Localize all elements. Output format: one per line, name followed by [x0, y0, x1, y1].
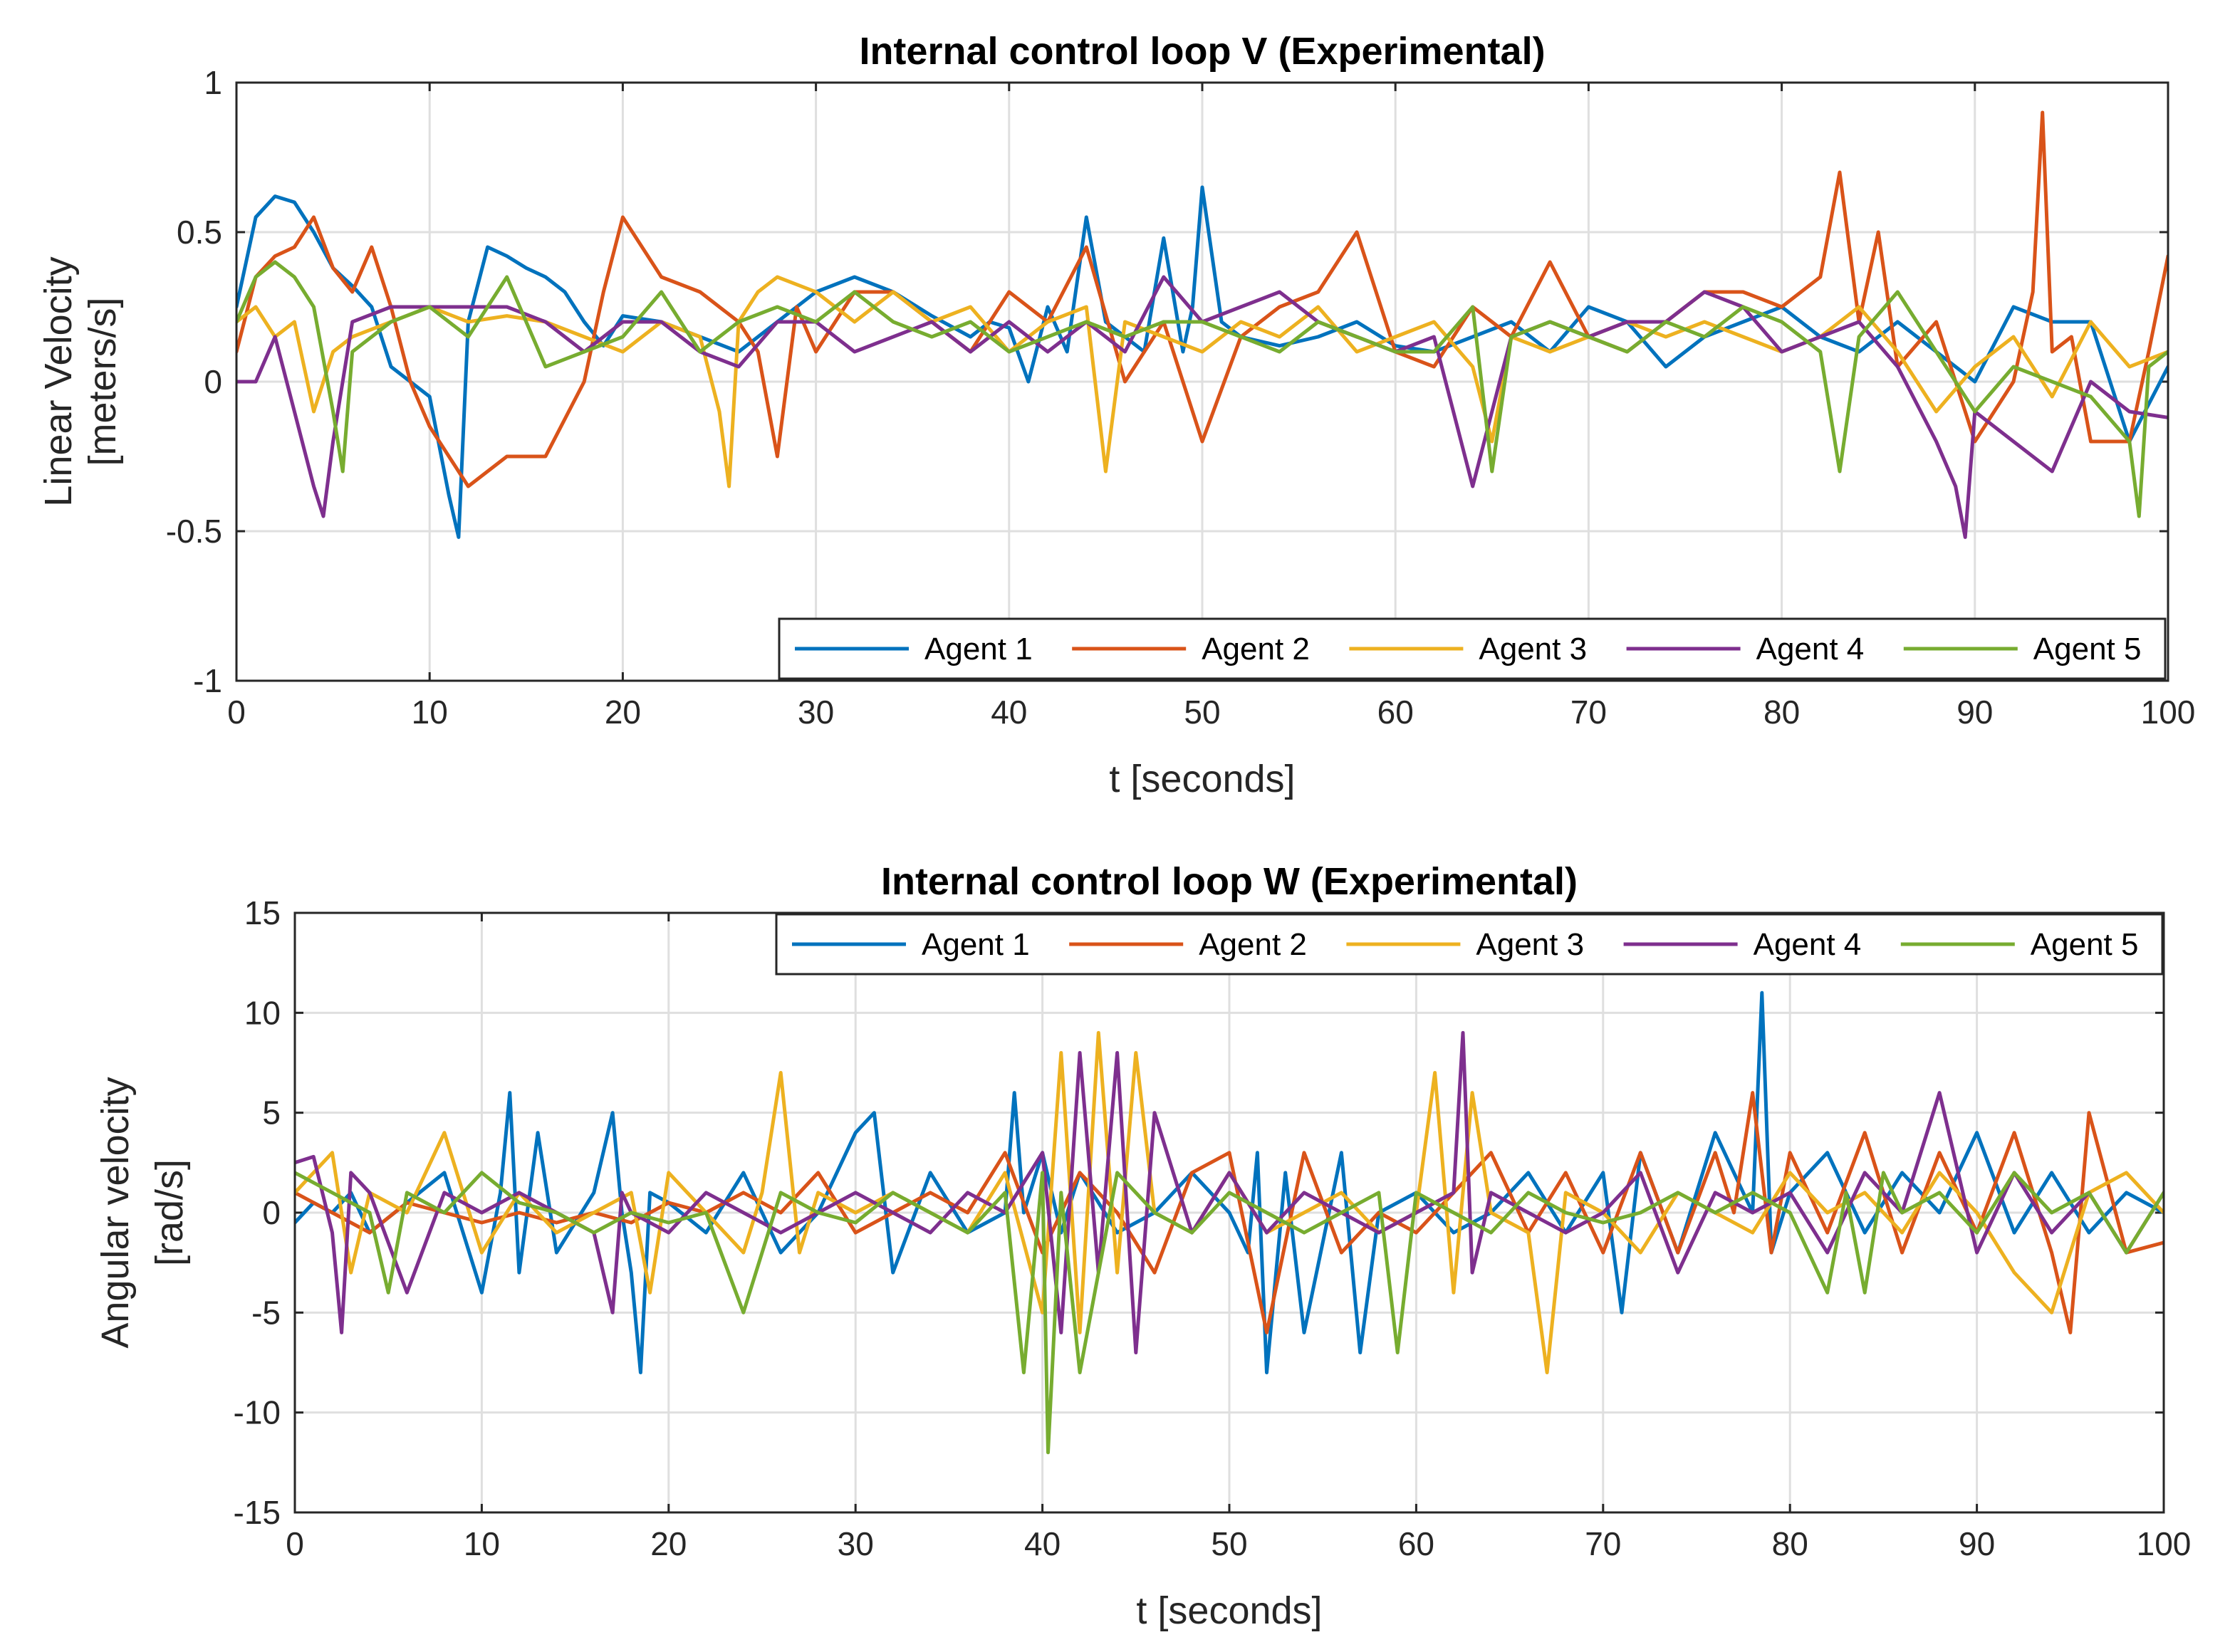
- legend-label-agent-5: Agent 5: [2033, 632, 2142, 666]
- legend-label-agent-2: Agent 2: [1199, 927, 1307, 962]
- y-tick-label: -10: [234, 1394, 281, 1431]
- y-tick-label: 15: [244, 894, 281, 931]
- x-tick-label: 60: [1377, 694, 1414, 731]
- x-axis-label: t [seconds]: [1136, 1589, 1322, 1632]
- y-tick-label: 0.5: [177, 214, 222, 251]
- x-tick-label: 100: [2141, 694, 2196, 731]
- x-tick-label: 40: [1024, 1525, 1061, 1562]
- y-tick-label: 0: [262, 1194, 281, 1231]
- y-axis-label-line-2: [meters/s]: [81, 297, 124, 466]
- y-tick-label: 1: [204, 64, 222, 101]
- series-group: [236, 110, 2168, 539]
- series-line-agent-5: [236, 260, 2168, 518]
- y-tick-label: -15: [234, 1494, 281, 1531]
- x-tick-label: 100: [2137, 1525, 2192, 1562]
- series-line-agent-2: [295, 1091, 2164, 1334]
- x-tick-label: 10: [464, 1525, 500, 1562]
- x-tick-label: 80: [1763, 694, 1800, 731]
- x-tick-label: 10: [412, 694, 448, 731]
- x-tick-label: 90: [1959, 1525, 1995, 1562]
- y-tick-label: 10: [244, 994, 281, 1031]
- legend-label-agent-4: Agent 4: [1756, 632, 1865, 666]
- legend-label-agent-3: Agent 3: [1479, 632, 1587, 666]
- y-tick-label: 5: [262, 1094, 281, 1131]
- axes-frame: [235, 81, 2169, 682]
- legend-label-agent-3: Agent 3: [1476, 927, 1584, 962]
- legend-label-agent-5: Agent 5: [2031, 927, 2139, 962]
- x-tick-label: 90: [1957, 694, 1993, 731]
- y-tick-label: 0: [204, 363, 222, 400]
- x-tick-label: 30: [798, 694, 834, 731]
- y-tick-label: -5: [251, 1294, 281, 1331]
- linear-velocity-chart: 0 10 20 30 40 50 60 70 80 90 100 -1 -0.5 0 0.5 1 Interna…: [37, 30, 2195, 800]
- x-tick-label: 80: [1772, 1525, 1808, 1562]
- x-axis-label: t [seconds]: [1109, 758, 1295, 800]
- angular-velocity-chart: 0 10 20 30 40 50 60 70 80 90 100 -15 -10 -5 0 5 10 15 Inte…: [94, 860, 2191, 1632]
- axes-frame: [293, 911, 2165, 1514]
- x-tick-label: 50: [1184, 694, 1220, 731]
- y-axis-label-line-2: [rad/s]: [148, 1159, 191, 1266]
- series-group: [295, 990, 2164, 1455]
- y-tick-label: -1: [193, 662, 222, 699]
- legend-label-agent-4: Agent 4: [1754, 927, 1862, 962]
- x-tick-label: 50: [1211, 1525, 1247, 1562]
- x-tick-label: 30: [838, 1525, 874, 1562]
- legend: Agent 1 Agent 2 Agent 3 Agent 4 Agent 5: [775, 913, 2164, 976]
- x-tick-label: 40: [991, 694, 1027, 731]
- legend-label-agent-2: Agent 2: [1202, 632, 1310, 666]
- y-axis-label-line-1: Angular velocity: [94, 1077, 137, 1348]
- y-tick-label: -0.5: [166, 513, 222, 550]
- x-tick-label: 60: [1398, 1525, 1434, 1562]
- legend-label-agent-1: Agent 1: [922, 927, 1030, 962]
- x-tick-label: 20: [605, 694, 641, 731]
- y-axis-label-line-1: Linear Velocity: [37, 256, 80, 506]
- x-tick-label: 0: [227, 694, 246, 731]
- legend: Agent 1 Agent 2 Agent 3 Agent 4 Agent 5: [778, 617, 2167, 680]
- x-tick-label: 70: [1585, 1525, 1621, 1562]
- series-line-agent-3: [295, 1030, 2164, 1374]
- chart-title: Internal control loop W (Experimental): [881, 860, 1578, 903]
- x-tick-label: 70: [1570, 694, 1607, 731]
- chart-title: Internal control loop V (Experimental): [859, 30, 1545, 73]
- x-tick-label: 0: [286, 1525, 304, 1562]
- x-tick-label: 20: [650, 1525, 687, 1562]
- legend-label-agent-1: Agent 1: [924, 632, 1033, 666]
- series-line-agent-5: [295, 1171, 2164, 1455]
